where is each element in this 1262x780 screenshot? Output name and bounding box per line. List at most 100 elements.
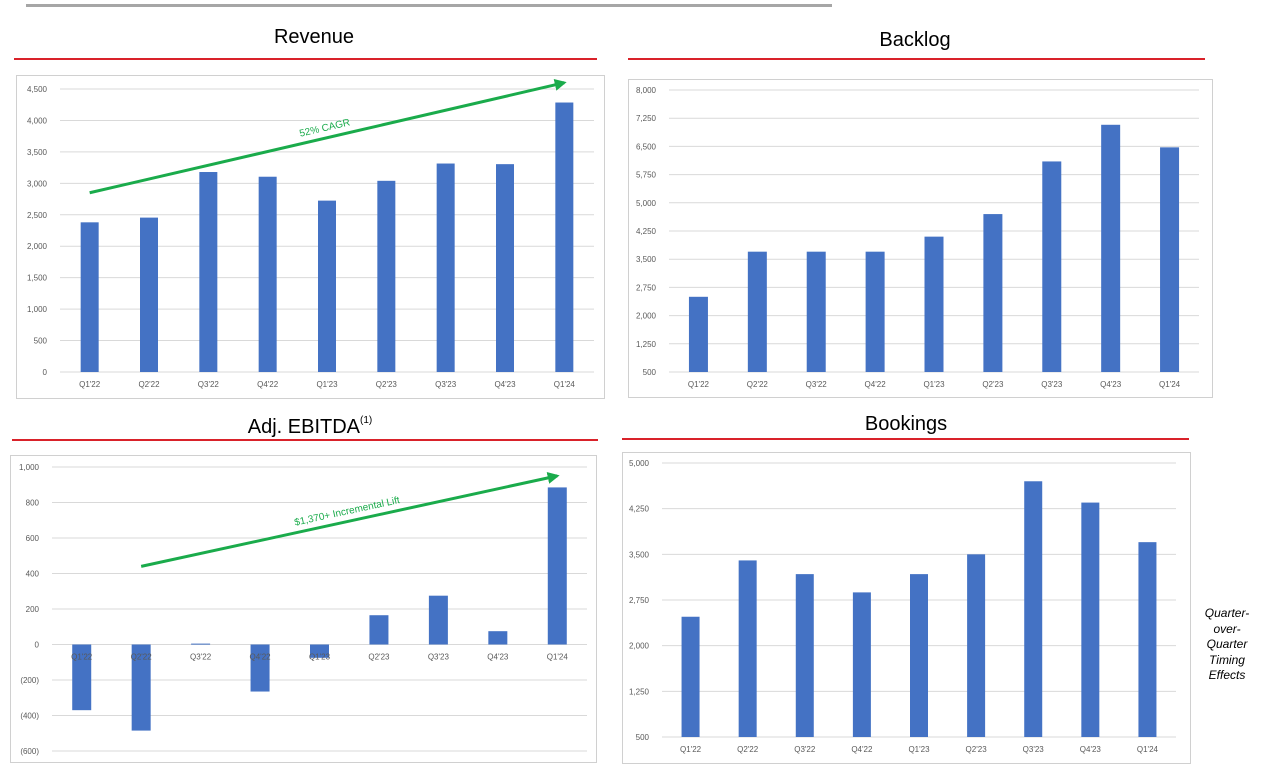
bookings-xtick-label: Q4'23 <box>1080 745 1102 754</box>
backlog-bar <box>806 251 826 372</box>
bookings-ytick-label: 1,250 <box>629 687 650 696</box>
backlog-ytick-label: 6,500 <box>636 142 657 151</box>
revenue-bar <box>318 200 336 372</box>
bookings-title-rule <box>622 438 1189 440</box>
revenue-ytick-label: 4,500 <box>27 85 48 94</box>
backlog-ytick-label: 1,250 <box>636 340 657 349</box>
backlog-bar <box>924 236 944 372</box>
backlog-bar <box>1160 147 1180 372</box>
ebitda-ytick-label: (400) <box>20 712 39 721</box>
ebitda-bar <box>547 487 567 645</box>
bookings-bar <box>738 560 757 737</box>
revenue-bar <box>199 172 218 372</box>
backlog-ytick-label: 2,750 <box>636 283 657 292</box>
ebitda-bar <box>191 643 211 645</box>
bookings-bar <box>967 554 986 737</box>
revenue-xtick-label: Q4'23 <box>494 380 516 389</box>
bookings-xtick-label: Q1'22 <box>680 745 702 754</box>
revenue-bar <box>555 102 574 372</box>
revenue-xtick-label: Q3'23 <box>435 380 457 389</box>
ebitda-xtick-label: Q1'23 <box>309 653 331 662</box>
bookings-bar <box>852 592 871 737</box>
ebitda-xtick-label: Q4'22 <box>250 653 272 662</box>
ebitda-bar <box>488 631 508 645</box>
ebitda-bar <box>369 615 389 645</box>
backlog-ytick-label: 4,250 <box>636 227 657 236</box>
revenue-growth-arrow <box>89 79 567 195</box>
revenue-ytick-label: 3,000 <box>27 179 48 188</box>
ebitda-xtick-label: Q3'22 <box>190 653 212 662</box>
revenue-bar <box>258 176 277 372</box>
revenue-ytick-label: 0 <box>43 368 48 377</box>
revenue-bar <box>140 217 158 372</box>
bookings-bar <box>681 616 700 737</box>
ebitda-bar <box>428 595 448 645</box>
top-rule <box>26 4 832 7</box>
backlog-ytick-label: 2,000 <box>636 312 657 321</box>
ebitda-bar <box>310 644 329 658</box>
backlog-xtick-label: Q3'22 <box>806 380 828 389</box>
backlog-xtick-label: Q4'22 <box>865 380 887 389</box>
revenue-title-rule <box>14 58 597 60</box>
bookings-bar <box>795 574 814 737</box>
backlog-xtick-label: Q2'23 <box>982 380 1004 389</box>
backlog-chart: 500 1,250 2,000 2,750 3,500 4,250 5,000 5,750 6,… <box>636 86 1199 389</box>
backlog-xtick-label: Q1'24 <box>1159 380 1181 389</box>
ebitda-ytick-label: 200 <box>26 605 40 614</box>
ebitda-xtick-label: Q3'23 <box>428 653 450 662</box>
backlog-ytick-label: 5,750 <box>636 171 657 180</box>
revenue-bar <box>436 163 455 372</box>
revenue-xtick-label: Q2'23 <box>376 380 398 389</box>
ebitda-ytick-label: 400 <box>26 570 40 579</box>
ebitda-title-rule <box>12 439 598 441</box>
revenue-bar <box>80 222 99 372</box>
revenue-ytick-label: 3,500 <box>27 148 48 157</box>
revenue-ytick-label: 4,000 <box>27 116 48 125</box>
bookings-ytick-label: 500 <box>636 733 650 742</box>
bookings-xtick-label: Q1'24 <box>1137 745 1159 754</box>
backlog-bar <box>1042 161 1062 372</box>
revenue-xtick-label: Q1'22 <box>79 380 101 389</box>
ebitda-xtick-label: Q1'24 <box>547 653 569 662</box>
bookings-bar <box>910 574 928 737</box>
backlog-ytick-label: 7,250 <box>636 114 657 123</box>
revenue-bar <box>496 164 514 372</box>
bookings-bar <box>1081 502 1100 737</box>
ebitda-ytick-label: (200) <box>20 676 39 685</box>
revenue-title: Revenue <box>273 26 355 48</box>
backlog-title-rule <box>628 58 1205 60</box>
bookings-bar <box>1024 481 1043 737</box>
ebitda-ytick-label: 0 <box>35 641 40 650</box>
bookings-chart: 500 1,250 2,000 2,750 3,500 4,250 5,000 Q1'22 Q2… <box>629 459 1176 754</box>
ebitda-xtick-label: Q2'23 <box>368 653 390 662</box>
bookings-ytick-label: 4,250 <box>629 505 650 514</box>
revenue-bar <box>377 180 396 372</box>
revenue-ytick-label: 1,000 <box>27 305 48 314</box>
backlog-xtick-label: Q4'23 <box>1100 380 1122 389</box>
revenue-ytick-label: 500 <box>34 337 48 346</box>
revenue-xtick-label: Q1'23 <box>316 380 338 389</box>
bookings-xtick-label: Q3'23 <box>1023 745 1045 754</box>
backlog-bar <box>1101 124 1121 372</box>
backlog-xtick-label: Q2'22 <box>747 380 769 389</box>
revenue-chart: 0 500 1,000 1,500 2,000 2,500 3,000 3,500 4,000 4… <box>27 79 594 389</box>
timing-effects-note: Quarter-over-Quarter Timing Effects <box>1204 606 1250 682</box>
backlog-xtick-label: Q1'23 <box>923 380 945 389</box>
ebitda-bar <box>131 644 151 731</box>
revenue-ytick-label: 1,500 <box>27 274 48 283</box>
backlog-bar <box>983 214 1003 372</box>
bookings-title: Bookings <box>864 413 948 435</box>
bookings-xtick-label: Q3'22 <box>794 745 816 754</box>
backlog-xtick-label: Q1'22 <box>688 380 710 389</box>
bookings-ytick-label: 2,750 <box>629 596 650 605</box>
ebitda-xtick-label: Q2'22 <box>131 653 153 662</box>
backlog-ytick-label: 5,000 <box>636 199 657 208</box>
bookings-bar <box>1138 542 1157 737</box>
ebitda-ytick-label: 800 <box>26 499 40 508</box>
ebitda-ytick-label: 600 <box>26 534 40 543</box>
bookings-xtick-label: Q1'23 <box>908 745 930 754</box>
ebitda-xtick-label: Q4'23 <box>487 653 509 662</box>
bookings-ytick-label: 5,000 <box>629 459 650 468</box>
ebitda-bar <box>72 644 92 711</box>
